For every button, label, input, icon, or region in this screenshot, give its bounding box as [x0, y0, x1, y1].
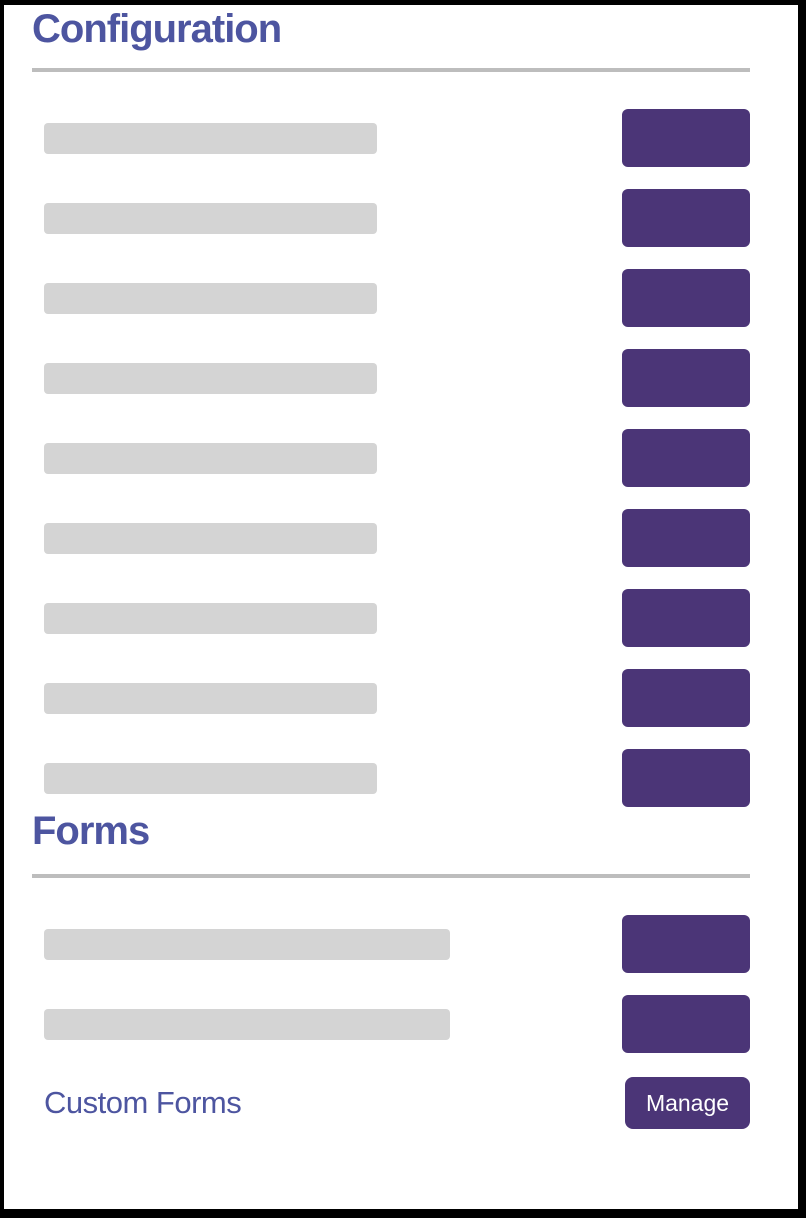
setting-action-button[interactable] — [622, 349, 750, 407]
setting-action-button[interactable] — [622, 509, 750, 567]
setting-action-button[interactable] — [622, 189, 750, 247]
setting-row — [32, 749, 750, 807]
setting-label-placeholder — [44, 202, 377, 234]
setting-label-placeholder — [44, 602, 377, 634]
setting-label-placeholder — [44, 762, 377, 794]
setting-label-placeholder — [44, 122, 377, 154]
setting-label-placeholder — [44, 442, 377, 474]
setting-row — [32, 429, 750, 487]
setting-action-button[interactable] — [622, 269, 750, 327]
forms-rows — [32, 915, 750, 1053]
configuration-title: Configuration — [32, 7, 282, 51]
setting-action-button[interactable] — [622, 589, 750, 647]
setting-row — [32, 915, 750, 973]
setting-row — [32, 669, 750, 727]
setting-label-placeholder — [44, 282, 377, 314]
setting-action-button[interactable] — [622, 915, 750, 973]
setting-label-placeholder — [44, 682, 377, 714]
forms-divider — [32, 874, 750, 878]
forms-title: Forms — [32, 809, 150, 853]
manage-button[interactable]: Manage — [625, 1077, 750, 1129]
configuration-rows — [32, 109, 750, 807]
setting-label-placeholder — [44, 362, 377, 394]
setting-action-button[interactable] — [622, 749, 750, 807]
configuration-divider — [32, 68, 750, 72]
setting-action-button[interactable] — [622, 109, 750, 167]
settings-content: Configuration — [32, 5, 750, 1129]
forms-section: Forms Custom Forms Manage — [32, 807, 750, 1129]
setting-action-button[interactable] — [622, 995, 750, 1053]
custom-forms-label: Custom Forms — [44, 1085, 242, 1120]
setting-label-placeholder — [44, 522, 377, 554]
setting-row — [32, 589, 750, 647]
setting-label-placeholder — [44, 928, 450, 960]
setting-action-button[interactable] — [622, 429, 750, 487]
setting-row — [32, 995, 750, 1053]
configuration-section: Configuration — [32, 5, 750, 807]
setting-row — [32, 269, 750, 327]
setting-row — [32, 189, 750, 247]
setting-row — [32, 349, 750, 407]
custom-forms-row: Custom Forms Manage — [32, 1077, 750, 1129]
setting-row — [32, 509, 750, 567]
setting-label-placeholder — [44, 1008, 450, 1040]
setting-row — [32, 109, 750, 167]
setting-action-button[interactable] — [622, 669, 750, 727]
